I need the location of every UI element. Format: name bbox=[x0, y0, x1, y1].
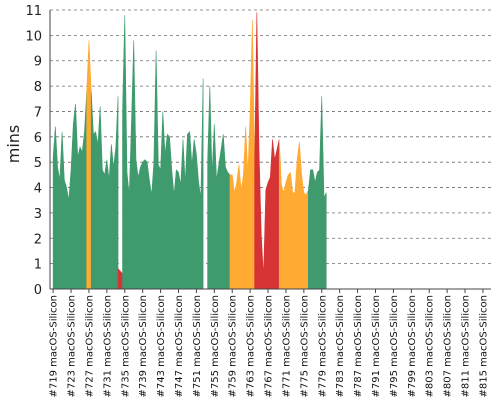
x-tick-label: #763 macOS-Silicon bbox=[246, 295, 257, 397]
x-tick-label: #771 macOS-Silicon bbox=[281, 295, 292, 397]
x-tick-label: #747 macOS-Silicon bbox=[174, 295, 185, 397]
x-tick-label: #795 macOS-Silicon bbox=[389, 295, 400, 397]
area-segment-success bbox=[122, 15, 204, 290]
x-tick-label: #755 macOS-Silicon bbox=[210, 295, 221, 397]
area-segment-success bbox=[52, 91, 88, 290]
x-tick-label: #803 macOS-Silicon bbox=[425, 295, 436, 397]
x-tick-label: #799 macOS-Silicon bbox=[407, 295, 418, 397]
x-tick-label: #735 macOS-Silicon bbox=[120, 295, 131, 397]
y-tick-label: 5 bbox=[34, 156, 42, 171]
y-tick-label: 9 bbox=[34, 55, 42, 70]
x-tick-label: #787 macOS-Silicon bbox=[353, 295, 364, 397]
x-tick-label: #719 macOS-Silicon bbox=[49, 295, 60, 397]
y-tick-label: 10 bbox=[25, 29, 42, 44]
area-segment-unstable bbox=[86, 40, 92, 290]
x-tick-label: #759 macOS-Silicon bbox=[228, 295, 239, 397]
x-tick-label: #807 macOS-Silicon bbox=[443, 295, 454, 397]
area-segment-success bbox=[207, 86, 231, 290]
y-axis-title: mins bbox=[4, 125, 23, 164]
x-tick-label: #775 macOS-Silicon bbox=[299, 295, 310, 397]
x-tick-label: #779 macOS-Silicon bbox=[317, 295, 328, 397]
area-segment-failure bbox=[254, 12, 280, 290]
area-segment-success bbox=[90, 91, 119, 290]
x-tick-label: #815 macOS-Silicon bbox=[478, 295, 489, 397]
x-tick-label: #731 macOS-Silicon bbox=[102, 295, 113, 397]
y-tick-label: 1 bbox=[34, 258, 42, 273]
x-tick-label: #743 macOS-Silicon bbox=[156, 295, 167, 397]
y-tick-label: 8 bbox=[34, 80, 42, 95]
y-tick-label: 0 bbox=[34, 283, 42, 298]
y-tick-label: 7 bbox=[34, 105, 42, 120]
y-tick-label: 2 bbox=[34, 232, 42, 247]
y-tick-label: 4 bbox=[34, 182, 42, 197]
x-tick-label: #751 macOS-Silicon bbox=[192, 295, 203, 397]
x-tick-label: #727 macOS-Silicon bbox=[84, 295, 95, 397]
x-tick-label: #811 macOS-Silicon bbox=[461, 295, 472, 397]
x-tick-label: #767 macOS-Silicon bbox=[264, 295, 275, 397]
x-tick-label: #723 macOS-Silicon bbox=[67, 295, 78, 397]
area-segment-unstable bbox=[229, 20, 255, 290]
y-tick-label: 11 bbox=[25, 4, 42, 19]
x-tick-label: #791 macOS-Silicon bbox=[371, 295, 382, 397]
area-segment-success bbox=[308, 96, 327, 290]
y-tick-label: 3 bbox=[34, 207, 42, 222]
y-tick-label: 6 bbox=[34, 131, 42, 146]
x-tick-label: #739 macOS-Silicon bbox=[138, 295, 149, 397]
area-segment-unstable bbox=[278, 139, 309, 290]
x-tick-label: #783 macOS-Silicon bbox=[335, 295, 346, 397]
